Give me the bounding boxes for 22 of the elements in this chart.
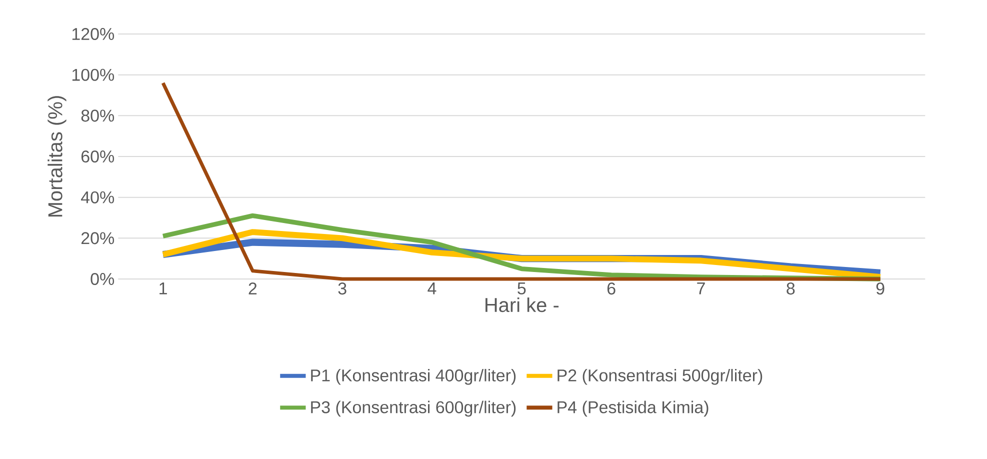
y-tick-label: 20% bbox=[81, 232, 114, 244]
y-tick-label: 40% bbox=[81, 191, 114, 204]
y-axis-title: Mortalitas (%) bbox=[48, 96, 66, 217]
x-tick-label: 4 bbox=[428, 282, 436, 294]
x-axis-title: Hari ke - bbox=[486, 297, 559, 312]
legend-label: P1 (Konsentrasi 400gr/liter) bbox=[311, 368, 516, 385]
y-tick-label: 100% bbox=[72, 68, 114, 81]
y-tick-label: 0% bbox=[90, 272, 114, 286]
legend-label: P3 (Konsentrasi 600gr/liter) bbox=[311, 400, 516, 417]
legend-label: P2 (Konsentrasi 500gr/liter) bbox=[558, 368, 762, 385]
x-tick-label: 2 bbox=[248, 282, 257, 294]
legend-label: P4 (Pestisida Kimia) bbox=[558, 400, 708, 417]
x-tick-label: 8 bbox=[786, 282, 795, 295]
x-tick-label: 9 bbox=[876, 282, 884, 295]
x-tick-label: 6 bbox=[607, 282, 616, 295]
x-tick-label: 1 bbox=[160, 282, 167, 294]
x-tick-label: 7 bbox=[697, 282, 705, 294]
y-tick-label: 80% bbox=[81, 110, 114, 122]
x-tick-label: 3 bbox=[338, 282, 346, 295]
x-tick-label: 5 bbox=[518, 282, 526, 294]
y-tick-label: 60% bbox=[81, 150, 114, 163]
y-tick-label: 120% bbox=[72, 28, 114, 40]
